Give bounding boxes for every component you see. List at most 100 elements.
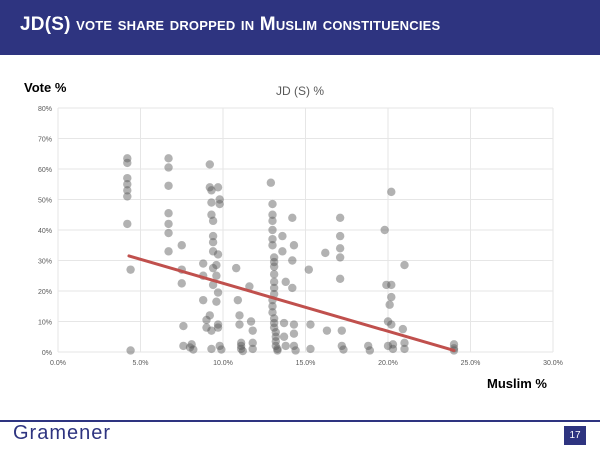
data-point	[387, 187, 396, 197]
data-point	[291, 346, 300, 355]
data-point	[177, 241, 186, 250]
data-point	[400, 344, 409, 354]
data-point	[164, 247, 173, 256]
data-point	[248, 326, 257, 335]
data-point	[208, 238, 218, 247]
data-point	[179, 321, 188, 331]
data-point	[398, 324, 408, 334]
data-point	[268, 308, 277, 317]
data-point	[269, 277, 279, 287]
data-point	[235, 320, 244, 329]
data-point	[268, 216, 277, 226]
data-point	[337, 341, 346, 351]
data-point	[164, 154, 173, 163]
data-point	[268, 199, 277, 209]
data-point	[164, 163, 173, 172]
data-point	[269, 323, 279, 332]
data-point	[123, 154, 132, 163]
data-point	[164, 181, 173, 190]
data-point	[268, 210, 277, 219]
data-point	[268, 225, 277, 235]
data-point	[202, 323, 211, 332]
y-tick-label: 20%	[38, 289, 52, 296]
data-point	[123, 186, 132, 195]
data-point	[213, 288, 223, 297]
y-tick-label: 0%	[42, 350, 52, 357]
data-point	[279, 318, 289, 328]
data-point	[248, 344, 257, 354]
data-point	[288, 283, 297, 293]
data-point	[387, 280, 396, 290]
slide-header: JD(S) vote share dropped in Muslim const…	[0, 0, 600, 55]
y-tick-label: 30%	[38, 259, 52, 266]
data-point	[236, 341, 246, 351]
data-point	[388, 344, 398, 354]
data-point	[304, 265, 313, 274]
data-point	[289, 241, 299, 250]
data-point	[248, 338, 257, 348]
data-point	[273, 344, 282, 354]
data-point	[335, 274, 345, 283]
data-point	[202, 315, 211, 325]
data-point	[123, 173, 132, 183]
data-point	[335, 253, 345, 262]
data-point	[279, 332, 289, 341]
data-point	[288, 256, 297, 265]
data-point	[322, 326, 332, 335]
footer-divider	[0, 420, 600, 422]
data-point	[185, 343, 195, 352]
data-point	[213, 250, 223, 259]
data-point	[207, 198, 216, 207]
axis-tick-labels: 0% 10% 20% 30% 40% 50% 60% 70% 80% 0.0% 5.0% 10.0% 1…	[38, 106, 563, 367]
data-point	[306, 320, 315, 329]
data-point	[208, 280, 218, 290]
data-point	[335, 244, 345, 253]
data-point	[269, 270, 279, 279]
data-point	[189, 345, 198, 354]
data-point	[208, 247, 218, 256]
data-point	[213, 183, 223, 192]
data-point	[164, 209, 173, 218]
data-point	[271, 337, 280, 346]
data-point	[207, 210, 216, 219]
data-point	[281, 277, 290, 287]
data-point	[187, 340, 196, 349]
data-point	[400, 338, 409, 348]
data-point	[289, 341, 299, 351]
data-point	[306, 344, 315, 354]
data-point	[271, 332, 280, 341]
data-point	[126, 346, 135, 355]
data-point	[365, 346, 375, 355]
data-point	[281, 341, 290, 351]
data-point	[364, 341, 373, 351]
data-point	[337, 326, 346, 335]
data-point	[268, 234, 277, 244]
data-point	[215, 199, 224, 209]
data-point	[164, 219, 173, 229]
data-point	[387, 292, 396, 302]
data-point	[269, 314, 279, 323]
data-point	[269, 283, 279, 293]
data-point	[449, 340, 459, 349]
data-point	[383, 317, 393, 326]
brand-logo: Gramener	[13, 422, 112, 444]
x-axis-caption: Muslim %	[487, 376, 547, 391]
data-point	[212, 260, 221, 270]
data-point	[236, 338, 246, 348]
x-tick-label: 5.0%	[133, 360, 149, 367]
data-point	[269, 257, 279, 267]
data-point	[269, 318, 279, 328]
y-axis-caption: Vote %	[24, 80, 67, 95]
data-point	[236, 344, 246, 354]
data-point	[339, 345, 348, 354]
grid-lines	[57, 107, 554, 353]
data-point	[207, 186, 216, 195]
data-point	[235, 311, 244, 320]
x-tick-label: 25.0%	[461, 360, 481, 367]
data-point	[232, 263, 241, 273]
data-point	[208, 216, 218, 226]
trendline	[127, 254, 456, 352]
data-point	[335, 231, 345, 241]
data-point	[164, 228, 173, 238]
x-tick-label: 0.0%	[50, 360, 66, 367]
